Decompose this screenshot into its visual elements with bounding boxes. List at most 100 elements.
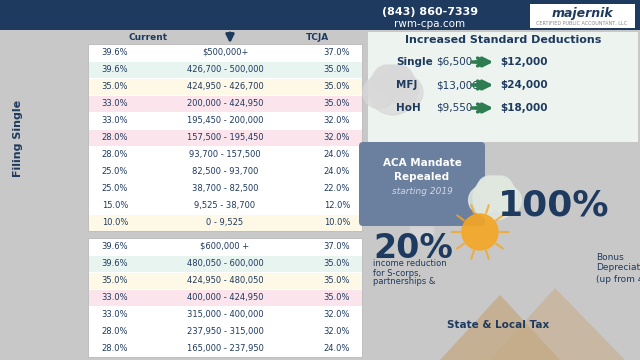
- Text: CERTIFIED PUBLIC ACCOUNTANT, LLC: CERTIFIED PUBLIC ACCOUNTANT, LLC: [536, 21, 628, 26]
- Text: 32.0%: 32.0%: [323, 310, 350, 319]
- Circle shape: [477, 176, 502, 200]
- Text: 0 - 9,525: 0 - 9,525: [207, 218, 244, 227]
- Bar: [88, 273, 362, 288]
- Text: 28.0%: 28.0%: [102, 327, 128, 336]
- Circle shape: [385, 65, 413, 93]
- Text: 15.0%: 15.0%: [102, 201, 128, 210]
- Text: 165,000 - 237,950: 165,000 - 237,950: [187, 344, 264, 353]
- Bar: [0, 0, 640, 30]
- Text: $600,000 +: $600,000 +: [200, 242, 250, 251]
- Text: 32.0%: 32.0%: [323, 327, 350, 336]
- Bar: [88, 256, 362, 271]
- Circle shape: [468, 186, 497, 215]
- Text: 200,000 - 424,950: 200,000 - 424,950: [187, 99, 263, 108]
- Text: 33.0%: 33.0%: [101, 310, 128, 319]
- Bar: [88, 130, 362, 145]
- Text: partnerships &: partnerships &: [373, 278, 435, 287]
- Text: 24.0%: 24.0%: [324, 344, 350, 353]
- Bar: [88, 180, 362, 197]
- Circle shape: [462, 214, 498, 250]
- Text: 25.0%: 25.0%: [102, 184, 128, 193]
- Text: 237,950 - 315,000: 237,950 - 315,000: [187, 327, 264, 336]
- Text: 93,700 - 157,500: 93,700 - 157,500: [189, 150, 261, 159]
- Text: (up from 40%): (up from 40%): [596, 274, 640, 284]
- Circle shape: [390, 76, 423, 109]
- Text: 38,700 - 82,500: 38,700 - 82,500: [192, 184, 259, 193]
- Bar: [88, 324, 362, 339]
- Text: 37.0%: 37.0%: [323, 242, 350, 251]
- Text: 28.0%: 28.0%: [102, 133, 128, 142]
- Text: 22.0%: 22.0%: [324, 184, 350, 193]
- Circle shape: [493, 186, 522, 215]
- Text: HoH: HoH: [396, 103, 420, 113]
- Text: 424,950 - 480,050: 424,950 - 480,050: [187, 276, 263, 285]
- Text: 480,050 - 600,000: 480,050 - 600,000: [187, 259, 264, 268]
- Bar: [88, 95, 362, 112]
- Text: 12.0%: 12.0%: [324, 201, 350, 210]
- Circle shape: [488, 176, 513, 200]
- Text: $6,500: $6,500: [436, 57, 472, 67]
- Bar: [88, 238, 362, 255]
- Text: 39.6%: 39.6%: [101, 259, 128, 268]
- Text: 25.0%: 25.0%: [102, 167, 128, 176]
- Circle shape: [373, 65, 401, 93]
- Text: $12,000: $12,000: [500, 57, 547, 67]
- Text: $13,000: $13,000: [436, 80, 479, 90]
- Circle shape: [410, 218, 434, 242]
- Text: 39.6%: 39.6%: [101, 48, 128, 57]
- Polygon shape: [440, 295, 560, 360]
- Text: (843) 860-7339: (843) 860-7339: [382, 7, 478, 17]
- Text: 195,450 - 200,000: 195,450 - 200,000: [187, 116, 263, 125]
- Text: TCJA: TCJA: [307, 33, 330, 42]
- Text: 35.0%: 35.0%: [323, 276, 350, 285]
- Bar: [88, 44, 362, 231]
- Circle shape: [473, 176, 517, 220]
- Text: 32.0%: 32.0%: [323, 133, 350, 142]
- Text: starting 2019: starting 2019: [392, 186, 452, 195]
- Text: Current: Current: [129, 33, 168, 42]
- Text: 37.0%: 37.0%: [323, 48, 350, 57]
- Bar: [368, 32, 638, 142]
- Text: State & Local Tax: State & Local Tax: [447, 320, 549, 330]
- Text: 39.6%: 39.6%: [101, 65, 128, 74]
- Text: MFJ: MFJ: [396, 80, 417, 90]
- Text: 400,000 - 424,950: 400,000 - 424,950: [187, 293, 263, 302]
- Text: Increased Standard Deductions: Increased Standard Deductions: [405, 35, 601, 45]
- Bar: [88, 215, 362, 230]
- Text: 35.0%: 35.0%: [323, 259, 350, 268]
- Text: 35.0%: 35.0%: [323, 65, 350, 74]
- Text: Single: Single: [396, 57, 433, 67]
- Text: 24.0%: 24.0%: [324, 167, 350, 176]
- Text: 10.0%: 10.0%: [102, 218, 128, 227]
- Text: 35.0%: 35.0%: [323, 99, 350, 108]
- Text: 28.0%: 28.0%: [102, 344, 128, 353]
- Text: 33.0%: 33.0%: [101, 293, 128, 302]
- Bar: [88, 238, 362, 357]
- Bar: [88, 163, 362, 180]
- Text: 100%: 100%: [498, 188, 609, 222]
- Bar: [88, 112, 362, 129]
- Text: 32.0%: 32.0%: [323, 116, 350, 125]
- Text: 157,500 - 195,450: 157,500 - 195,450: [187, 133, 263, 142]
- Text: 39.6%: 39.6%: [101, 242, 128, 251]
- Text: Depreciation: Depreciation: [596, 264, 640, 273]
- Text: $18,000: $18,000: [500, 103, 547, 113]
- Polygon shape: [490, 288, 625, 360]
- Bar: [412, 228, 432, 242]
- Text: 28.0%: 28.0%: [102, 150, 128, 159]
- Bar: [88, 289, 362, 306]
- Text: majernik: majernik: [551, 6, 613, 19]
- Bar: [88, 147, 362, 162]
- Text: 24.0%: 24.0%: [324, 150, 350, 159]
- Text: 35.0%: 35.0%: [102, 276, 128, 285]
- Text: Repealed: Repealed: [394, 172, 449, 182]
- Text: Filing Single: Filing Single: [13, 99, 23, 176]
- Text: 33.0%: 33.0%: [101, 116, 128, 125]
- Text: 20%: 20%: [373, 231, 452, 265]
- Bar: [88, 78, 362, 94]
- Text: Bonus: Bonus: [596, 252, 624, 261]
- Bar: [88, 306, 362, 323]
- Bar: [88, 45, 362, 60]
- Text: 315,000 - 400,000: 315,000 - 400,000: [187, 310, 263, 319]
- Text: for S-corps,: for S-corps,: [373, 269, 421, 278]
